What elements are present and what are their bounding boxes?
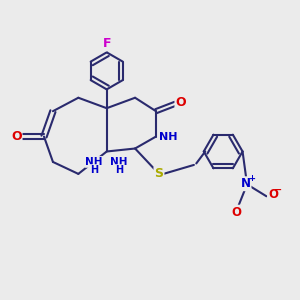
Text: H: H: [90, 165, 98, 175]
Text: S: S: [154, 167, 164, 180]
Text: O: O: [11, 130, 22, 143]
Text: O: O: [232, 206, 242, 219]
Text: −: −: [274, 185, 283, 195]
Text: N: N: [241, 177, 250, 190]
Text: H: H: [115, 165, 123, 175]
Text: NH: NH: [85, 157, 103, 167]
Text: NH: NH: [159, 132, 178, 142]
Text: +: +: [248, 175, 255, 184]
Text: NH: NH: [110, 157, 128, 167]
Text: F: F: [103, 38, 111, 50]
Text: O: O: [268, 188, 278, 201]
Text: O: O: [176, 96, 186, 109]
